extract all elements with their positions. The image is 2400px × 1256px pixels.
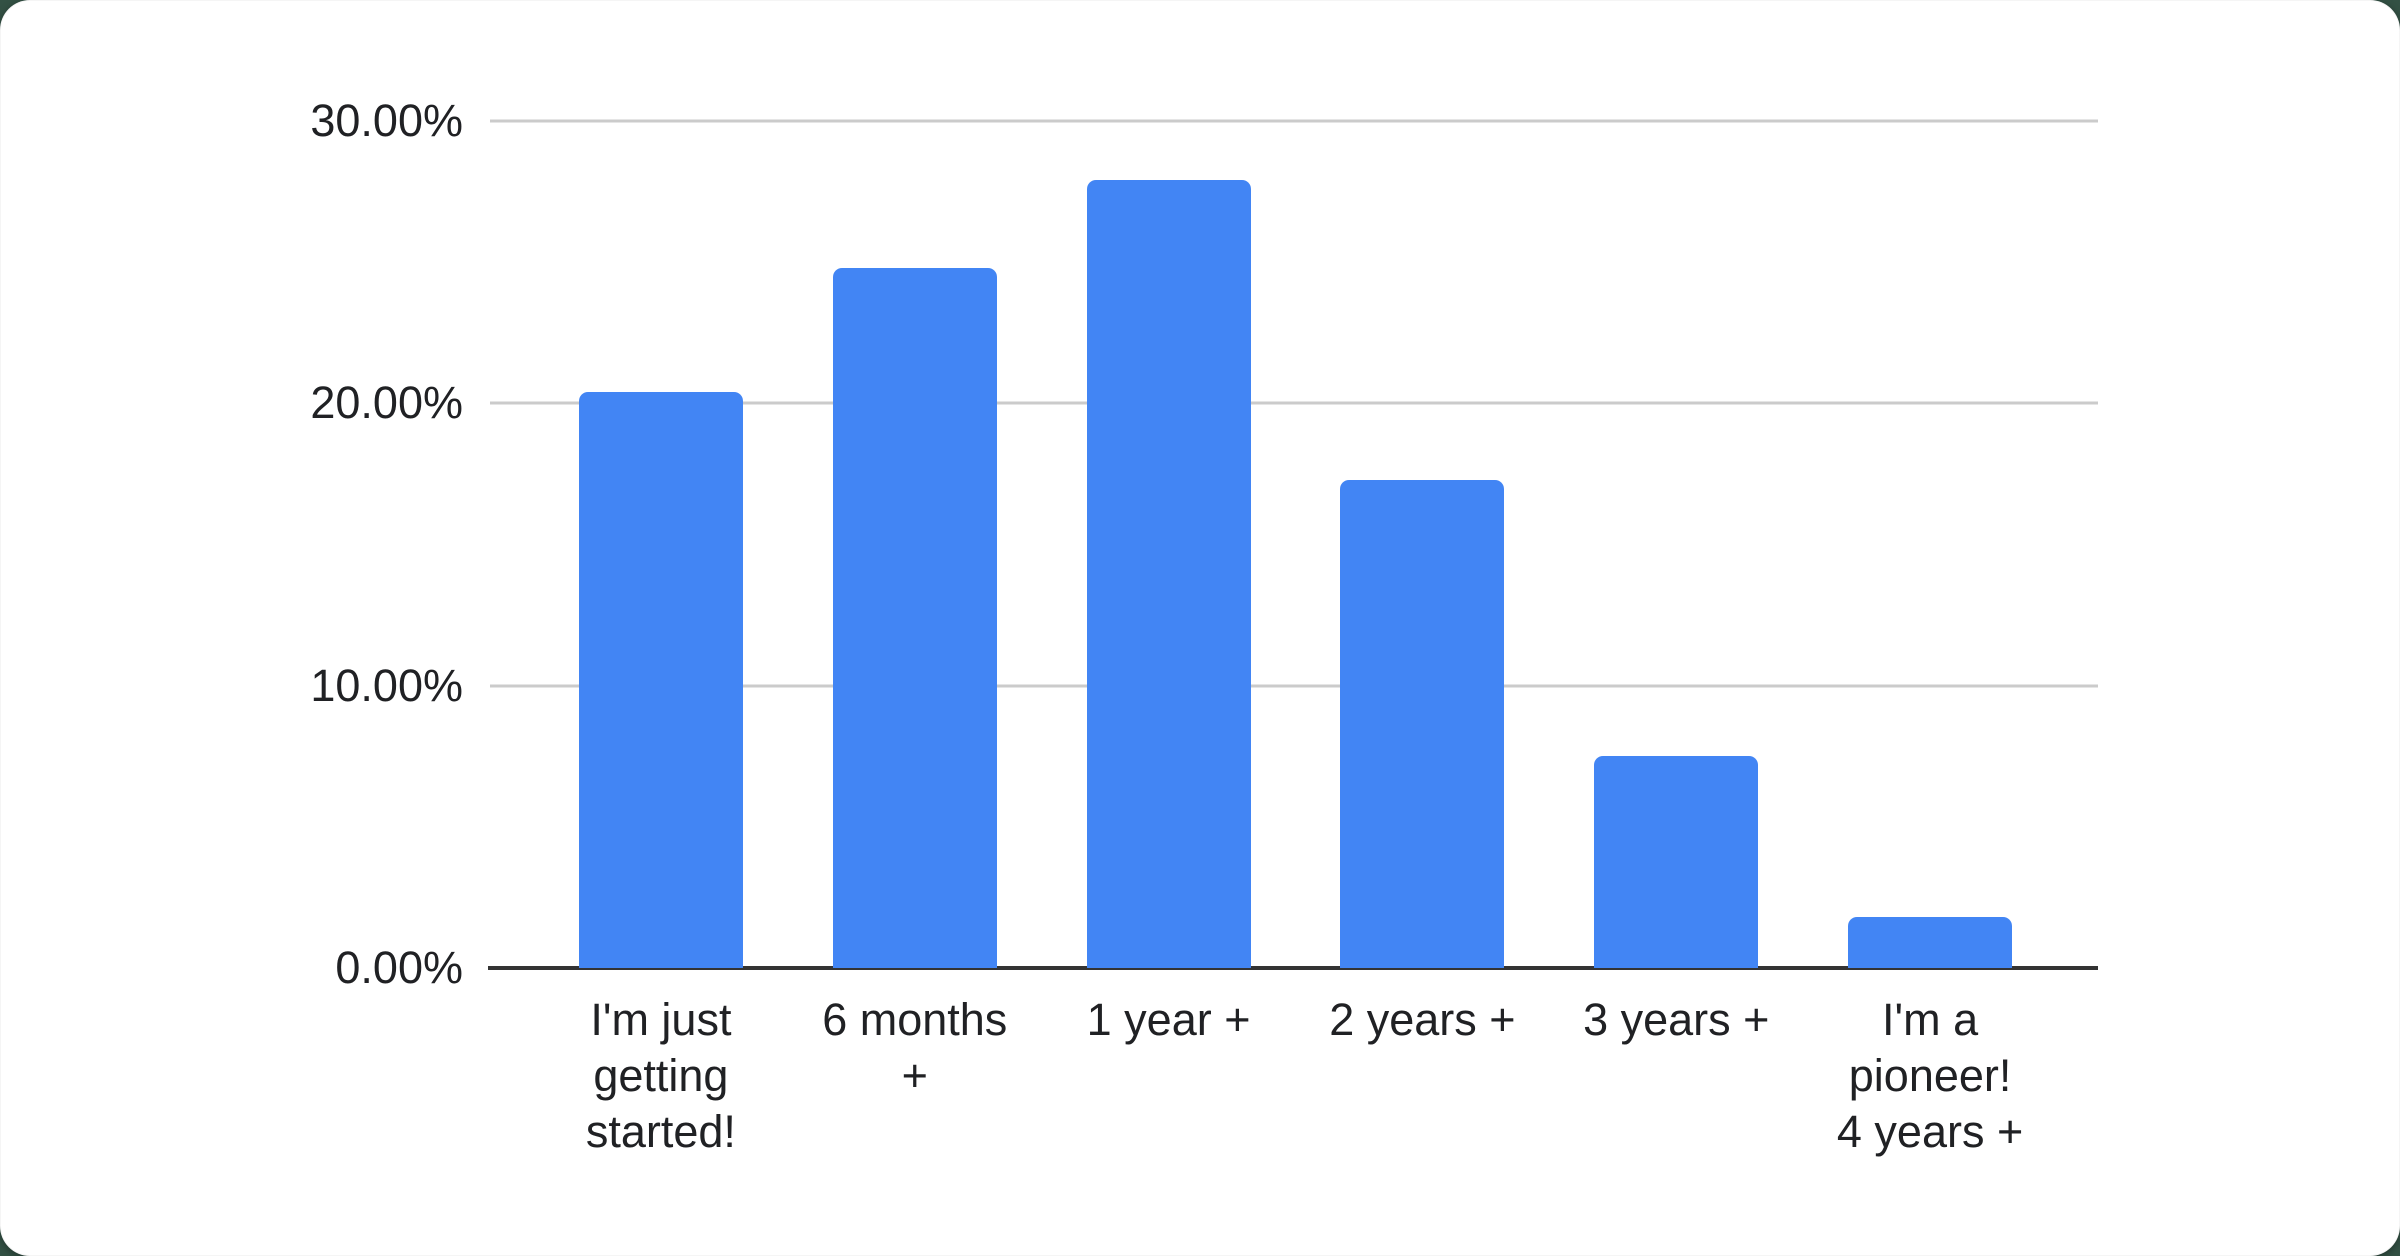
bar-5[interactable] <box>1594 756 1758 968</box>
gridline <box>490 401 2098 405</box>
y-axis-tick-label: 30.00% <box>310 95 463 146</box>
bar-1[interactable] <box>579 392 743 968</box>
x-axis-category-label: 6 months + <box>822 994 1008 1101</box>
x-axis-category-label: I'm a pioneer! 4 years + <box>1836 994 2024 1157</box>
plot-area <box>490 119 2098 968</box>
y-axis-tick-label: 20.00% <box>310 377 463 429</box>
bar-6[interactable] <box>1848 917 2012 968</box>
bar-4[interactable] <box>1340 480 1504 968</box>
gridline <box>490 119 2098 123</box>
x-axis-category-label: 3 years + <box>1583 994 1770 1045</box>
bar-3[interactable] <box>1087 180 1251 968</box>
x-axis-category-label: 1 year + <box>1086 994 1251 1045</box>
x-axis-category-label: I'm just getting started! <box>585 994 736 1157</box>
gridline <box>490 684 2098 688</box>
y-axis-tick-label: 0.00% <box>335 942 463 993</box>
x-axis-line <box>488 966 2098 970</box>
bar-2[interactable] <box>833 268 997 968</box>
x-axis-category-label: 2 years + <box>1329 994 1516 1045</box>
y-axis-tick-label: 10.00% <box>310 659 463 711</box>
